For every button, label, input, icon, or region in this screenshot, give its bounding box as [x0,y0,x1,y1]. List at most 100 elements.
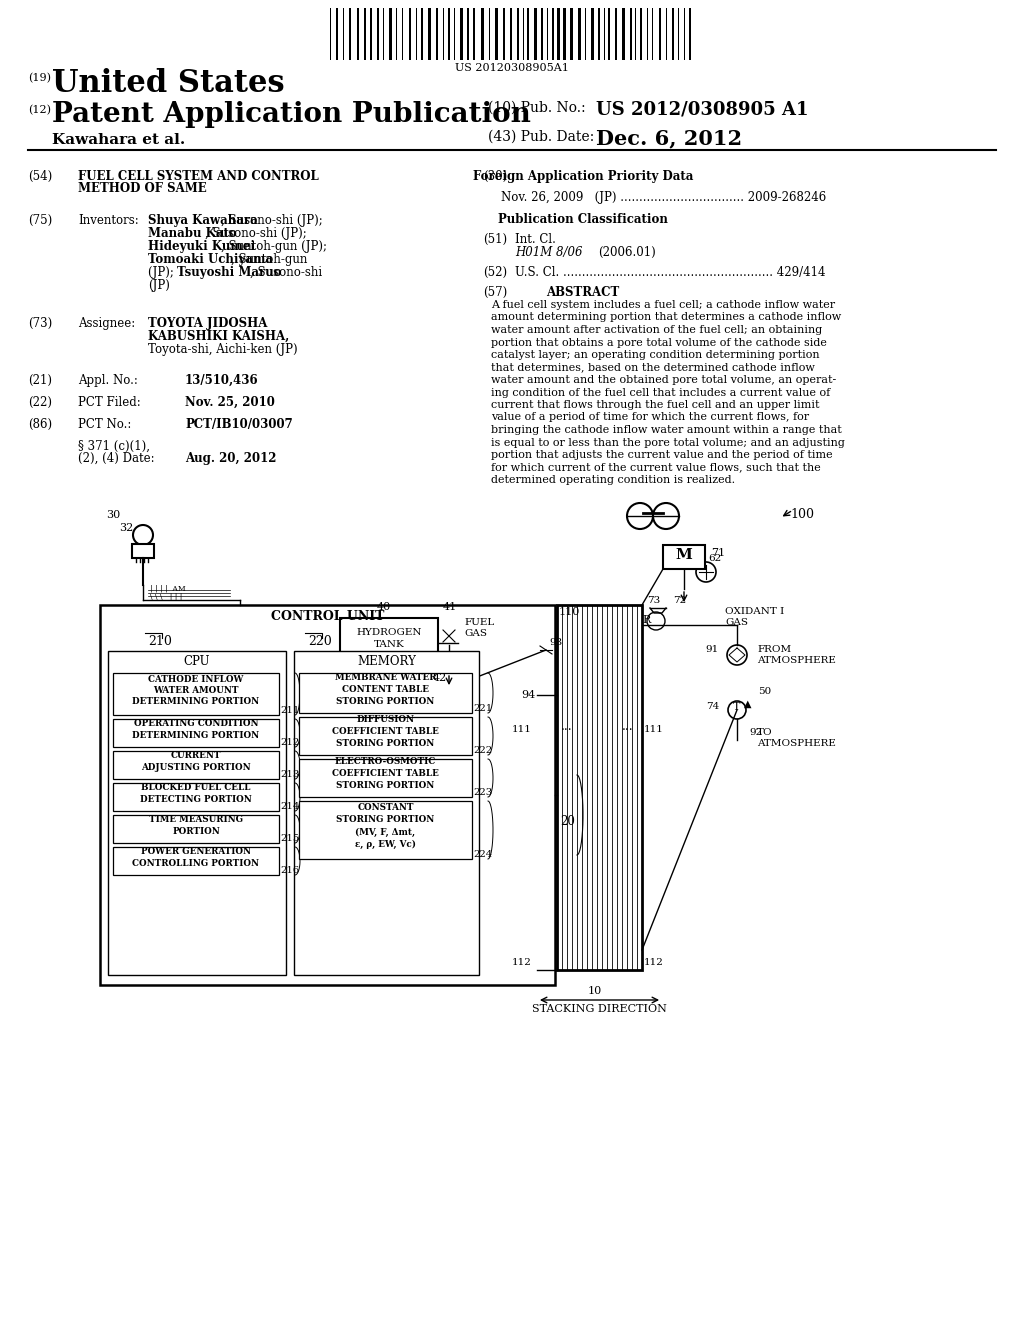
Text: ADJUSTING PORTION: ADJUSTING PORTION [141,763,251,771]
Bar [615,8,617,59]
Text: § 371 (c)(1),: § 371 (c)(1), [78,440,150,453]
Text: Hideyuki Kumei: Hideyuki Kumei [148,240,255,253]
Text: is equal to or less than the pore total volume; and an adjusting: is equal to or less than the pore total … [490,437,845,447]
Text: TIME MEASURING: TIME MEASURING [148,816,243,825]
Text: MEMBRANE WATER: MEMBRANE WATER [335,672,436,681]
Text: ATMOSPHERE: ATMOSPHERE [757,656,836,665]
Text: 10: 10 [588,986,602,997]
Text: 41: 41 [443,602,458,612]
Text: 112: 112 [512,958,532,968]
Text: (54): (54) [28,170,52,183]
Text: 223: 223 [473,788,493,797]
Text: Kawahara et al.: Kawahara et al. [52,133,185,147]
Text: 20: 20 [560,814,574,828]
Text: , Suntoh-gun (JP);: , Suntoh-gun (JP); [221,240,327,253]
Bar [591,8,594,59]
Bar [132,544,154,558]
Text: R: R [643,615,651,624]
Text: GAS: GAS [725,618,748,627]
Text: FUEL: FUEL [464,618,495,627]
Text: CONSTANT: CONSTANT [357,804,414,813]
Bar [113,814,279,843]
Text: (MV, F, Δmt,: (MV, F, Δmt, [355,828,416,837]
Text: 111: 111 [512,725,532,734]
Text: United States: United States [52,69,285,99]
Text: , Suntoh-gun: , Suntoh-gun [231,253,307,267]
Text: M: M [676,548,692,562]
Text: CPU: CPU [183,655,210,668]
Bar [527,8,529,59]
Text: ATMOSPHERE: ATMOSPHERE [757,739,836,748]
Text: PCT Filed:: PCT Filed: [78,396,140,409]
Text: 220: 220 [308,635,332,648]
Text: 211: 211 [280,706,299,715]
Text: , Susono-shi (JP);: , Susono-shi (JP); [221,214,323,227]
Bar [570,8,573,59]
Text: STACKING DIRECTION: STACKING DIRECTION [532,1005,667,1014]
Bar [552,8,554,59]
Text: 94: 94 [521,690,535,700]
Text: 224: 224 [473,850,493,859]
Text: Int. Cl.: Int. Cl. [515,234,556,246]
Text: 112: 112 [644,958,664,968]
Text: METHOD OF SAME: METHOD OF SAME [78,182,207,195]
Text: PCT No.:: PCT No.: [78,418,131,432]
Text: 100: 100 [790,508,814,521]
Text: 32: 32 [119,523,133,533]
Text: POWER GENERATION: POWER GENERATION [141,847,251,857]
Text: DETERMINING PORTION: DETERMINING PORTION [132,730,259,739]
Text: amount determining portion that determines a cathode inflow: amount determining portion that determin… [490,313,842,322]
Text: ABSTRACT: ABSTRACT [547,286,620,300]
Text: 221: 221 [473,704,493,713]
Bar [100,605,555,985]
Text: (73): (73) [28,317,52,330]
Text: determined operating condition is realized.: determined operating condition is realiz… [490,475,735,484]
Text: (51): (51) [483,234,507,246]
Text: US 20120308905A1: US 20120308905A1 [455,63,569,73]
Text: Tsuyoshi Maruo: Tsuyoshi Maruo [177,267,282,279]
Bar [299,673,472,713]
Bar [113,847,279,875]
Bar [473,8,475,59]
Text: ELECTRO-OSMOTIC: ELECTRO-OSMOTIC [335,758,436,767]
Text: WATER AMOUNT: WATER AMOUNT [154,686,239,696]
Text: (19): (19) [28,73,51,83]
Text: 92: 92 [749,729,762,737]
Bar [370,8,372,59]
Text: Nov. 26, 2009   (JP) ................................. 2009-268246: Nov. 26, 2009 (JP) .....................… [501,191,826,205]
Bar [294,651,479,975]
Text: ...: ... [561,719,572,733]
Text: 212: 212 [280,738,299,747]
Text: (22): (22) [28,396,52,409]
Text: FROM: FROM [757,645,792,653]
Text: CATHODE INFLOW: CATHODE INFLOW [148,675,244,684]
Text: ε, ρ, EW, Vc): ε, ρ, EW, Vc) [355,840,416,849]
Bar [467,8,469,59]
Text: Aug. 20, 2012: Aug. 20, 2012 [185,451,276,465]
Bar [460,8,463,59]
Bar [630,8,632,59]
Bar [640,8,642,59]
Bar [113,673,279,715]
Bar [428,8,431,59]
Bar [299,759,472,797]
Text: A fuel cell system includes a fuel cell; a cathode inflow water: A fuel cell system includes a fuel cell;… [490,300,836,310]
Text: Patent Application Publication: Patent Application Publication [52,102,530,128]
Text: 93: 93 [549,638,562,647]
Text: 62: 62 [708,554,721,564]
Bar [113,783,279,810]
Text: 216: 216 [280,866,299,875]
Bar [541,8,543,59]
Bar [113,751,279,779]
Text: DIFFUSION: DIFFUSION [356,715,415,725]
Text: , Susono-shi (JP);: , Susono-shi (JP); [205,227,307,240]
Text: current that flows through the fuel cell and an upper limit: current that flows through the fuel cell… [490,400,819,411]
Text: 213: 213 [280,770,299,779]
Text: OPERATING CONDITION: OPERATING CONDITION [134,719,258,729]
Bar [598,8,600,59]
Text: Tomoaki Uchiyama: Tomoaki Uchiyama [148,253,273,267]
Text: 111: 111 [644,725,664,734]
Bar [449,8,450,59]
Text: for which current of the current value flows, such that the: for which current of the current value f… [490,462,821,473]
Text: CURRENT: CURRENT [171,751,221,760]
